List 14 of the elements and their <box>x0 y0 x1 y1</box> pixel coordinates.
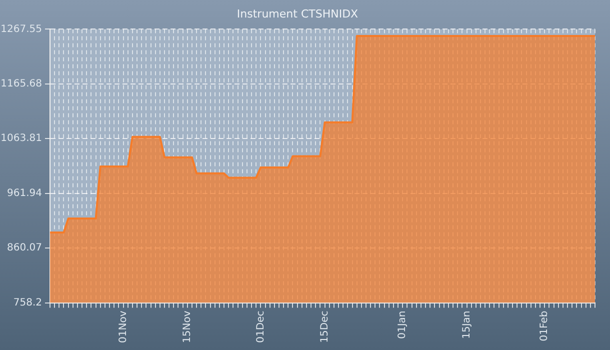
y-tick-label: 1063.81 <box>0 133 42 144</box>
y-tick-label: 860.07 <box>7 242 42 254</box>
y-tick-label: 758.2 <box>13 297 42 308</box>
x-tick-label: 15Jan <box>461 310 472 339</box>
chart-title: Instrument CTSHNIDX <box>236 7 359 20</box>
x-tick-label: 15Nov <box>182 310 193 344</box>
x-tick-label: 01Jan <box>397 310 408 339</box>
x-tick-label: 01Dec <box>255 310 266 343</box>
x-tick-label: 01Feb <box>539 310 550 342</box>
x-tick-label: 01Nov <box>118 310 129 344</box>
y-tick-label: 1267.55 <box>0 24 42 35</box>
x-tick-label: 15Dec <box>319 310 330 343</box>
y-tick-label: 1165.68 <box>0 78 42 90</box>
y-tick-label: 961.94 <box>7 188 42 199</box>
